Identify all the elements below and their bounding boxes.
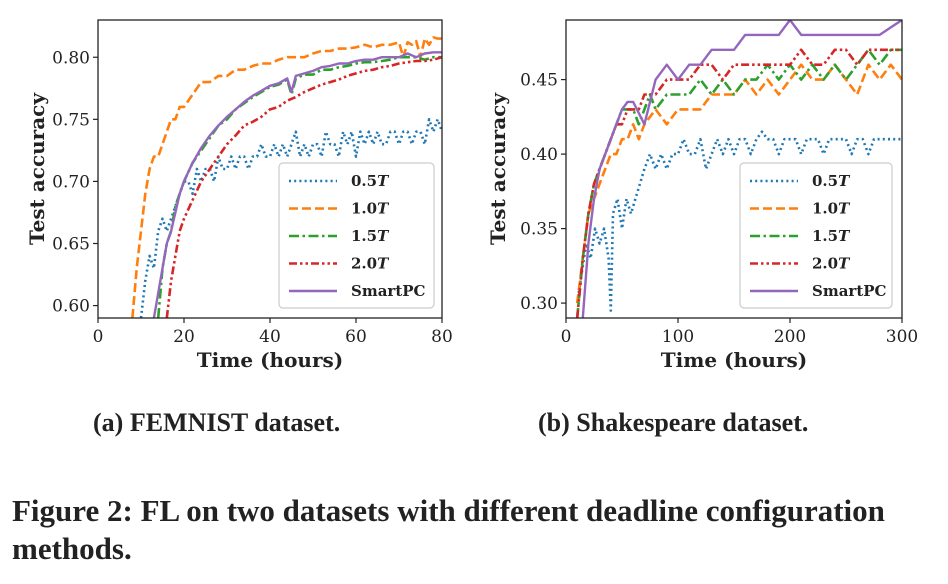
x-tick-label: 60: [345, 327, 367, 347]
y-tick-label: 0.80: [52, 48, 90, 68]
legend: 0.5T 1.0T 1.5T 2.0T SmartPC: [278, 162, 435, 309]
series-line-smartpc: [152, 51, 442, 318]
legend-label: SmartPC: [351, 282, 426, 300]
y-tick-label: 0.75: [52, 110, 90, 130]
y-tick-label: 0.65: [52, 235, 90, 255]
series-line-2-0t: [165, 55, 442, 318]
x-tick-label: 0: [93, 327, 104, 347]
legend-label: 2.0T: [351, 255, 390, 273]
series-line-1-0t: [131, 36, 442, 318]
legend-label: 1.5T: [351, 227, 390, 245]
caption-a: (a) FEMNIST dataset.: [93, 408, 341, 437]
chart-femnist: 0 20 40 60 80 0.60 0.65 0.70 0.75 0.80 Time (hours…: [25, 19, 453, 372]
y-axis-label: Test accuracy: [25, 92, 49, 245]
y-tick-label: 0.70: [52, 172, 90, 192]
caption-b: (b) Shakespeare dataset.: [538, 408, 809, 437]
x-tick-label: 40: [259, 327, 281, 347]
x-tick-label: 80: [431, 327, 453, 347]
figure-caption: Figure 2: FL on two datasets with differ…: [12, 493, 885, 566]
x-axis-label: Time (hours): [197, 348, 343, 372]
legend-box: [278, 162, 435, 309]
legend-label: 1.0T: [351, 200, 390, 218]
x-tick-label: 20: [173, 327, 195, 347]
y-tick-label: 0.60: [52, 297, 90, 317]
plot-area: [131, 36, 442, 318]
legend-label: 0.5T: [351, 172, 390, 190]
